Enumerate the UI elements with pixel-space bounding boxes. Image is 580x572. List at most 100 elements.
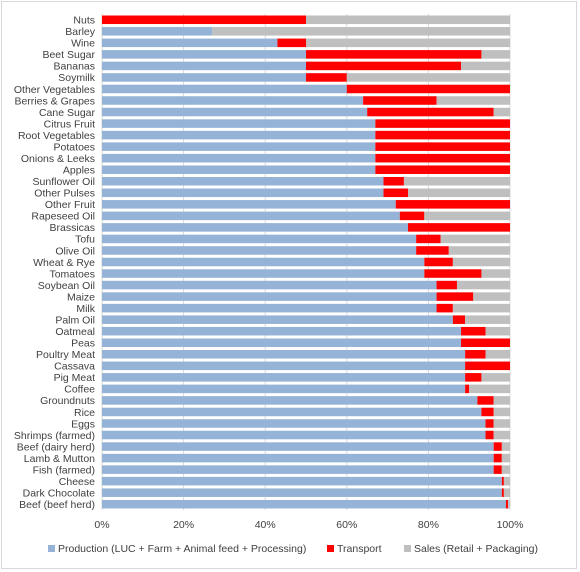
bar-segment: [102, 488, 502, 497]
bar-segment: [212, 27, 510, 36]
bar-segment: [346, 84, 510, 94]
category-label: Oatmeal: [55, 326, 95, 338]
bar-segment: [505, 499, 508, 509]
bar-segment: [452, 257, 510, 267]
category-label: Cheese: [59, 476, 95, 488]
category-label: Beet Sugar: [42, 49, 95, 61]
bar-segment: [408, 188, 510, 198]
bar-segment: [403, 176, 510, 186]
bar-segment: [277, 38, 306, 48]
category-label: Other Fruit: [45, 199, 95, 211]
bar-segment: [102, 430, 486, 440]
bar-segment: [102, 257, 425, 267]
x-tick-label: 100%: [497, 519, 524, 531]
legend-swatch: [327, 545, 334, 552]
bar-segment: [102, 73, 306, 82]
bar-segment: [102, 338, 462, 348]
category-label: Sunflower Oil: [33, 176, 95, 188]
category-label: Barley: [65, 26, 96, 38]
bar-segment: [481, 50, 510, 59]
category-label: Shrimps (farmed): [14, 430, 95, 442]
bar-segment: [102, 211, 400, 221]
bar-segment: [102, 396, 478, 405]
category-label: Rapeseed Oil: [31, 211, 95, 223]
bar-segment: [102, 165, 376, 174]
bar-segment: [501, 453, 510, 463]
bar-segment: [102, 153, 376, 163]
bar-segment: [424, 257, 453, 267]
category-label: Other Pulses: [34, 188, 95, 200]
bar-segment: [102, 269, 425, 278]
category-label: Eggs: [71, 418, 95, 430]
legend-swatch: [404, 545, 411, 552]
bar-segment: [416, 234, 441, 244]
bar-segment: [465, 384, 470, 394]
bar-segment: [102, 419, 486, 428]
bar-segment: [503, 476, 510, 486]
bar-segment: [102, 442, 494, 451]
bar-segment: [399, 211, 425, 221]
bar-segment: [102, 476, 502, 486]
category-label: Berries & Grapes: [14, 95, 95, 107]
bar-segment: [452, 315, 466, 324]
bar-segment: [102, 407, 482, 417]
category-label: Citrus Fruit: [44, 118, 95, 130]
category-label: Apples: [63, 165, 95, 177]
bar-segment: [452, 303, 510, 313]
bar-segment: [465, 315, 510, 324]
bar-segment: [493, 430, 510, 440]
bar-segment: [493, 396, 510, 405]
bar-segment: [485, 419, 494, 428]
bars: [102, 15, 510, 509]
bar-segment: [102, 96, 364, 105]
x-tick-label: 0%: [94, 519, 109, 531]
bar-segment: [395, 200, 510, 209]
bar-segment: [102, 315, 453, 324]
bar-segment: [102, 373, 466, 382]
bar-segment: [375, 153, 510, 163]
bar-segment: [424, 211, 510, 221]
bar-segment: [477, 396, 494, 405]
bar-segment: [102, 453, 494, 463]
bar-segment: [102, 119, 376, 128]
bar-segment: [493, 442, 502, 451]
bar-segment: [102, 107, 368, 117]
legend-label: Sales (Retail + Packaging): [414, 543, 538, 555]
category-label: Cane Sugar: [39, 107, 96, 119]
bar-segment: [469, 384, 510, 394]
bar-segment: [485, 350, 510, 359]
category-label: Pig Meat: [54, 372, 96, 384]
bar-segment: [493, 407, 510, 417]
bar-segment: [102, 130, 376, 140]
bar-segment: [102, 27, 213, 36]
bar-segment: [367, 107, 494, 117]
category-label: Nuts: [73, 15, 95, 27]
bar-segment: [501, 465, 510, 474]
category-label: Rice: [74, 407, 95, 419]
bar-segment: [461, 326, 486, 336]
bar-segment: [465, 373, 482, 382]
bar-segment: [375, 119, 510, 128]
bar-segment: [461, 338, 510, 348]
category-label: Coffee: [64, 384, 95, 396]
category-label: Wheat & Rye: [33, 257, 95, 269]
bar-segment: [102, 246, 417, 255]
category-label: Peas: [71, 338, 95, 350]
bar-segment: [306, 50, 482, 59]
bar-segment: [375, 165, 510, 174]
bar-segment: [461, 61, 510, 71]
bar-segment: [102, 326, 462, 336]
bar-segment: [102, 50, 306, 59]
bar-segment: [501, 488, 504, 497]
bar-segment: [102, 303, 437, 313]
bar-segment: [501, 442, 510, 451]
bar-segment: [102, 176, 384, 186]
bar-segment: [465, 350, 486, 359]
bar-segment: [306, 61, 462, 71]
category-label: Root Vegetables: [18, 130, 95, 142]
x-tick-label: 40%: [255, 519, 276, 531]
bar-segment: [306, 38, 510, 48]
bar-segment: [485, 430, 494, 440]
